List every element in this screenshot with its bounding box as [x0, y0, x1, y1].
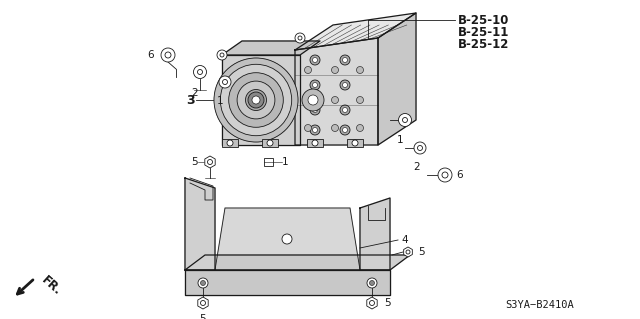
Text: 3: 3 — [186, 93, 195, 107]
Ellipse shape — [220, 64, 292, 136]
Text: 2: 2 — [192, 88, 198, 98]
Polygon shape — [360, 198, 390, 270]
Circle shape — [340, 105, 350, 115]
Ellipse shape — [237, 81, 275, 119]
Circle shape — [310, 125, 320, 135]
Text: 5: 5 — [418, 247, 424, 257]
Polygon shape — [185, 255, 410, 270]
Circle shape — [332, 97, 339, 103]
Circle shape — [340, 55, 350, 65]
Polygon shape — [295, 38, 378, 145]
Circle shape — [200, 280, 205, 286]
Circle shape — [310, 55, 320, 65]
Polygon shape — [222, 55, 300, 145]
Circle shape — [312, 57, 317, 63]
Circle shape — [332, 124, 339, 131]
Polygon shape — [215, 208, 360, 270]
Bar — [307, 139, 323, 147]
Bar — [264, 159, 273, 166]
Circle shape — [308, 95, 318, 105]
Polygon shape — [185, 270, 390, 295]
Circle shape — [406, 250, 410, 254]
Circle shape — [356, 97, 364, 103]
Circle shape — [342, 128, 348, 132]
Polygon shape — [367, 297, 377, 309]
Circle shape — [305, 66, 312, 73]
Circle shape — [227, 140, 233, 146]
Circle shape — [312, 140, 318, 146]
Circle shape — [414, 142, 426, 154]
Text: 4: 4 — [401, 235, 408, 245]
Text: B-25-12: B-25-12 — [458, 38, 509, 50]
Polygon shape — [205, 156, 215, 168]
Circle shape — [312, 128, 317, 132]
Circle shape — [369, 280, 374, 286]
Circle shape — [200, 300, 205, 306]
Polygon shape — [198, 297, 208, 309]
Circle shape — [267, 140, 273, 146]
Circle shape — [219, 76, 231, 88]
Text: S3YA−B2410A: S3YA−B2410A — [505, 300, 573, 310]
Ellipse shape — [246, 90, 266, 110]
Circle shape — [310, 80, 320, 90]
Polygon shape — [222, 41, 320, 55]
Text: B-25-11: B-25-11 — [458, 26, 509, 39]
Circle shape — [356, 66, 364, 73]
Circle shape — [252, 96, 260, 104]
Circle shape — [248, 92, 264, 108]
Ellipse shape — [228, 73, 284, 127]
Circle shape — [438, 168, 452, 182]
Text: 1: 1 — [217, 96, 223, 106]
Circle shape — [342, 108, 348, 113]
Bar — [262, 139, 278, 147]
Text: 1: 1 — [282, 157, 289, 167]
Circle shape — [369, 300, 374, 306]
Text: 2: 2 — [413, 162, 420, 172]
Circle shape — [312, 108, 317, 113]
Text: FR.: FR. — [39, 274, 64, 298]
Circle shape — [356, 124, 364, 131]
Text: 5: 5 — [384, 298, 390, 308]
Polygon shape — [404, 247, 412, 257]
Circle shape — [310, 105, 320, 115]
Circle shape — [342, 57, 348, 63]
Polygon shape — [378, 13, 416, 145]
Circle shape — [193, 65, 207, 78]
Circle shape — [340, 125, 350, 135]
Circle shape — [312, 83, 317, 87]
Circle shape — [161, 48, 175, 62]
Circle shape — [282, 234, 292, 244]
Text: 1: 1 — [397, 135, 403, 145]
Ellipse shape — [302, 89, 324, 111]
Text: 5: 5 — [191, 157, 198, 167]
Text: 6: 6 — [147, 50, 154, 60]
Text: 5: 5 — [200, 314, 206, 319]
Circle shape — [198, 278, 208, 288]
Circle shape — [332, 66, 339, 73]
Text: B-25-10: B-25-10 — [458, 13, 509, 26]
Circle shape — [352, 140, 358, 146]
Circle shape — [399, 114, 412, 127]
Circle shape — [295, 33, 305, 43]
Circle shape — [342, 83, 348, 87]
Bar — [222, 139, 238, 147]
Circle shape — [340, 80, 350, 90]
Bar — [347, 139, 363, 147]
Circle shape — [207, 160, 212, 165]
Ellipse shape — [214, 58, 298, 142]
Circle shape — [305, 97, 312, 103]
Circle shape — [217, 50, 227, 60]
Polygon shape — [295, 13, 416, 50]
Circle shape — [305, 124, 312, 131]
Text: 6: 6 — [456, 170, 463, 180]
Circle shape — [367, 278, 377, 288]
Polygon shape — [185, 178, 215, 270]
